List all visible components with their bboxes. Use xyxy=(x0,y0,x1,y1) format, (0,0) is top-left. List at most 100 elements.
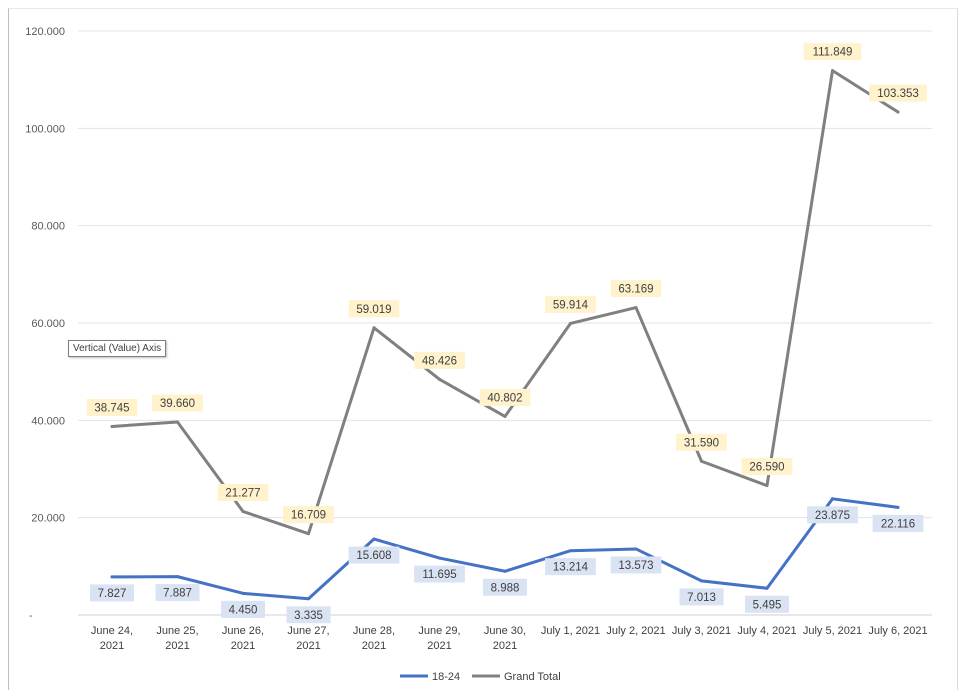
data-label: 63.169 xyxy=(618,284,653,296)
data-labels: 7.827 7.887 4.450 3.335 15.608 11.695 8.988 13.… xyxy=(86,43,927,624)
data-point[interactable] xyxy=(831,497,834,501)
data-label: 21.277 xyxy=(225,487,260,499)
data-label: 26.590 xyxy=(749,462,784,474)
x-tick-label: June 28, 2021 xyxy=(353,625,395,652)
y-tick-label: 60.000 xyxy=(31,318,65,330)
data-point[interactable] xyxy=(569,321,572,325)
legend[interactable]: 18-24 Grand Total xyxy=(400,671,561,683)
data-label-bg xyxy=(90,584,134,602)
x-tick-label: July 1, 2021 xyxy=(541,625,600,637)
data-label-bg xyxy=(807,506,858,524)
data-label: 5.495 xyxy=(753,599,782,611)
data-point[interactable] xyxy=(700,579,703,583)
data-label-bg xyxy=(741,458,793,476)
data-label-bg xyxy=(479,388,531,406)
plot-area[interactable] xyxy=(110,69,900,601)
data-point[interactable] xyxy=(372,537,376,541)
data-label-bg xyxy=(676,433,727,451)
data-label-bg xyxy=(610,280,662,298)
data-label-bg xyxy=(152,394,203,412)
data-label: 40.802 xyxy=(487,392,522,404)
data-point[interactable] xyxy=(241,509,245,513)
data-label: 31.590 xyxy=(684,437,719,449)
data-point[interactable] xyxy=(896,505,900,509)
data-point[interactable] xyxy=(503,569,507,573)
data-point[interactable] xyxy=(438,377,441,381)
data-label-bg xyxy=(745,595,789,613)
data-label-bg xyxy=(483,578,527,596)
data-label: 16.709 xyxy=(291,510,326,522)
x-tick-label: June 30, 2021 xyxy=(484,625,526,652)
data-label-bg xyxy=(803,43,862,61)
data-label: 7.827 xyxy=(98,588,127,600)
data-label: 8.988 xyxy=(491,582,520,594)
y-tick-label: 20.000 xyxy=(31,513,65,525)
data-label: 22.116 xyxy=(881,518,915,530)
x-axis[interactable]: June 24, 2021 June 25, 2021 June 26, 2021 June… xyxy=(91,625,928,652)
x-tick-label: June 29, 2021 xyxy=(418,625,460,652)
data-point[interactable] xyxy=(503,414,507,418)
data-label: 13.214 xyxy=(553,562,589,574)
data-label-bg xyxy=(155,584,200,602)
data-point[interactable] xyxy=(307,597,310,601)
data-label-bg xyxy=(348,300,400,318)
y-tick-label: 120.000 xyxy=(25,26,65,38)
data-label: 111.849 xyxy=(813,47,853,59)
data-label-bg xyxy=(679,588,724,606)
data-label-bg xyxy=(283,506,334,524)
data-point[interactable] xyxy=(241,591,245,595)
data-point[interactable] xyxy=(176,575,179,579)
data-label: 23.875 xyxy=(815,510,850,522)
legend-label[interactable]: 18-24 xyxy=(432,671,460,683)
y-tick-label: 100.000 xyxy=(25,123,65,135)
data-label: 13.573 xyxy=(618,560,653,572)
data-label: 59.914 xyxy=(553,299,589,311)
chart-area xyxy=(8,8,958,690)
data-label-bg xyxy=(610,556,662,574)
data-label-bg xyxy=(348,546,400,564)
data-point[interactable] xyxy=(765,586,769,590)
data-label-bg xyxy=(545,558,596,576)
data-label-bg xyxy=(86,398,138,416)
data-point[interactable] xyxy=(438,556,441,560)
data-point[interactable] xyxy=(307,532,310,536)
data-label: 7.013 xyxy=(687,592,716,604)
data-label: 3.335 xyxy=(294,610,323,622)
data-label-bg xyxy=(414,565,465,583)
data-label: 59.019 xyxy=(356,304,391,316)
data-point[interactable] xyxy=(110,424,114,428)
x-tick-label: June 25, 2021 xyxy=(156,625,198,652)
data-label: 4.450 xyxy=(229,604,258,616)
data-label-bg xyxy=(217,483,269,501)
data-label: 39.660 xyxy=(160,398,195,410)
data-label-bg xyxy=(872,514,924,532)
y-tick-label: 80.000 xyxy=(31,221,65,233)
data-point[interactable] xyxy=(176,420,179,424)
data-point[interactable] xyxy=(110,575,114,579)
data-point[interactable] xyxy=(831,69,834,73)
data-label: 38.745 xyxy=(94,402,129,414)
x-tick-label: June 24, 2021 xyxy=(91,625,133,652)
y-tick-label: - xyxy=(29,610,33,622)
data-point[interactable] xyxy=(634,306,638,310)
data-point[interactable] xyxy=(765,484,769,488)
data-point[interactable] xyxy=(372,326,376,330)
x-tick-label: July 5, 2021 xyxy=(803,625,862,637)
data-label: 7.887 xyxy=(163,588,192,600)
x-tick-label: July 3, 2021 xyxy=(672,625,731,637)
data-label: 11.695 xyxy=(422,569,456,581)
data-label: 103.353 xyxy=(877,88,919,100)
axis-tooltip: Vertical (Value) Axis xyxy=(68,340,167,357)
x-tick-label: June 26, 2021 xyxy=(222,625,264,652)
data-point[interactable] xyxy=(700,459,703,463)
x-tick-label: June 27, 2021 xyxy=(287,625,329,652)
data-label-bg xyxy=(286,606,331,624)
data-label-bg xyxy=(414,351,465,369)
data-point[interactable] xyxy=(569,549,572,553)
legend-label[interactable]: Grand Total xyxy=(504,671,561,683)
data-label-bg xyxy=(221,600,265,618)
data-point[interactable] xyxy=(634,547,638,551)
data-point[interactable] xyxy=(896,110,900,114)
y-axis[interactable]: - 20.000 40.000 60.000 80.000 100.000 120.000 xyxy=(25,26,65,622)
